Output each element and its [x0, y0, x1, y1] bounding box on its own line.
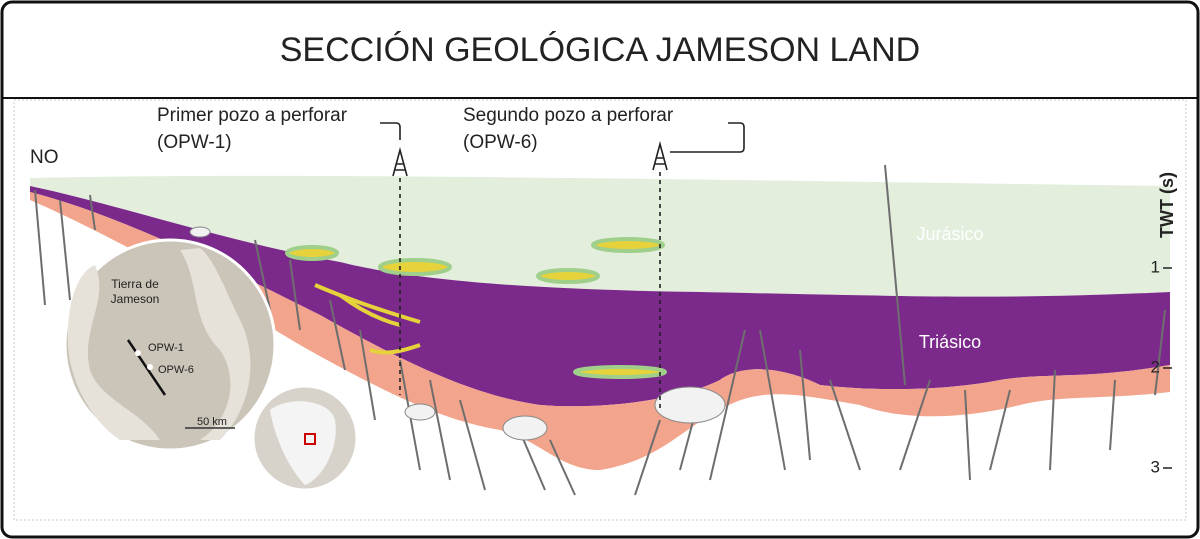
- axis-tick-label: 1: [1151, 257, 1160, 276]
- map-scale: 50 km: [197, 416, 227, 428]
- axis-title: TWT (s): [1157, 172, 1177, 238]
- well-code: (OPW-6): [463, 132, 538, 153]
- axis-tick-label: 2: [1151, 357, 1160, 376]
- well-code: (OPW-1): [157, 132, 232, 153]
- well-label: Primer pozo a perforar: [157, 105, 348, 126]
- basement-layer: [30, 192, 1170, 470]
- direction: NO: [30, 147, 59, 168]
- axis-tick-label: 3: [1151, 457, 1160, 476]
- reservoir-streaks: [314, 283, 421, 355]
- map-point-label: OPW-6: [158, 364, 194, 376]
- map-point-label: OPW-1: [148, 342, 184, 354]
- jurassic-layer: [30, 175, 1170, 297]
- map-label: Tierra de: [111, 277, 159, 291]
- title: SECCIÓN GEOLÓGICA JAMESON LAND: [280, 31, 920, 69]
- layer-label: Triásico: [919, 332, 981, 352]
- salt-bodies: [189, 226, 726, 441]
- layer-label: Jurásico: [916, 224, 983, 244]
- map-label: Jameson: [111, 292, 160, 306]
- well-label: Segundo pozo a perforar: [463, 105, 674, 126]
- wells: [380, 122, 745, 410]
- reservoir-lenses: [285, 237, 667, 379]
- inset-map: [63, 238, 359, 492]
- triassic-layer: [30, 186, 1170, 407]
